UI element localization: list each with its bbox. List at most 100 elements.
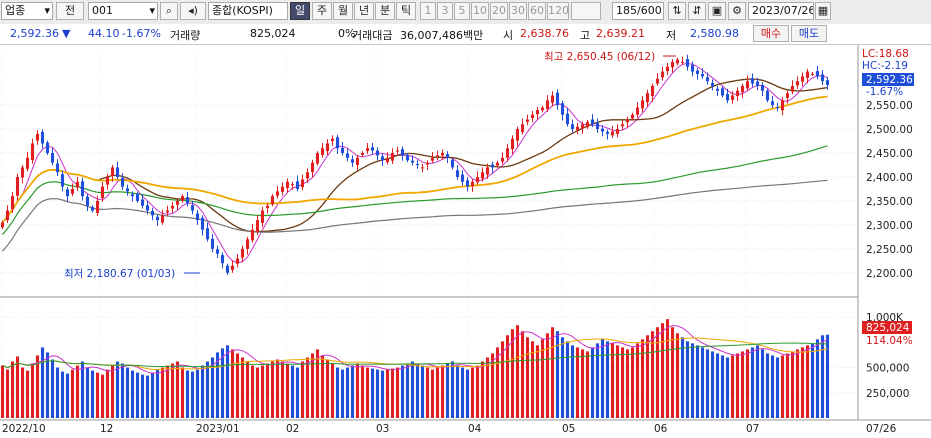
candle-body xyxy=(690,64,695,72)
candle-body xyxy=(365,148,370,152)
volume-bar xyxy=(255,367,260,418)
volume-bar xyxy=(190,371,195,418)
candle-body xyxy=(590,119,595,125)
amount-value: 36,007,486백만 xyxy=(400,29,484,42)
interval-10[interactable]: 10 xyxy=(471,2,489,20)
interval-custom[interactable] xyxy=(571,2,601,20)
date-input[interactable]: 2023/07/26 xyxy=(748,2,814,20)
candle-body xyxy=(275,191,280,196)
chevron-down-icon: ▾ xyxy=(44,4,50,17)
tab-minute[interactable]: 분 xyxy=(375,2,395,20)
volume-bar xyxy=(170,363,175,418)
volume-bar xyxy=(135,372,140,418)
candle-body xyxy=(560,103,565,115)
volume-bar xyxy=(60,371,65,418)
volume-bar xyxy=(810,343,815,418)
volume-bar xyxy=(515,325,520,418)
volume-bar xyxy=(540,339,545,418)
tab-tick[interactable]: 틱 xyxy=(396,2,416,20)
candle-body xyxy=(580,124,585,129)
buy-button[interactable]: 매수 xyxy=(753,25,789,42)
volume-pct-label: 114.04% xyxy=(866,335,913,347)
candle-body xyxy=(710,83,715,86)
compare-icon[interactable]: ⇅ xyxy=(668,2,686,20)
tab-yearly[interactable]: 년 xyxy=(354,2,374,20)
save-icon[interactable]: ▣ xyxy=(708,2,726,20)
volume-bar xyxy=(425,367,430,418)
scale-icon[interactable]: ⇵ xyxy=(688,2,706,20)
volume-bar xyxy=(140,374,145,418)
volume-bar xyxy=(345,367,350,418)
volume-bar xyxy=(40,347,45,418)
jeon-button[interactable]: 전 xyxy=(56,2,84,20)
volume-bar xyxy=(405,363,410,418)
candle-body xyxy=(300,179,305,188)
calendar-icon[interactable]: ▦ xyxy=(815,2,831,20)
volume-bar xyxy=(15,356,20,418)
price-tick-label: 2,250.00 xyxy=(866,244,913,256)
candle-body xyxy=(395,150,400,152)
code-input-value: 001 xyxy=(92,4,113,17)
volume-bar xyxy=(270,361,275,418)
candle-body xyxy=(20,167,25,178)
volume-bar xyxy=(560,337,565,418)
tab-monthly[interactable]: 월 xyxy=(333,2,353,20)
interval-120[interactable]: 120 xyxy=(547,2,569,20)
volume-bar xyxy=(5,369,10,418)
tab-weekly[interactable]: 주 xyxy=(312,2,332,20)
volume-bar xyxy=(530,341,535,418)
sell-button[interactable]: 매도 xyxy=(791,25,827,42)
date-tick-label: 12 xyxy=(100,423,113,435)
candle-body xyxy=(40,131,45,144)
code-input[interactable]: 001 ▾ xyxy=(88,2,158,20)
interval-3[interactable]: 3 xyxy=(437,2,453,20)
speaker-icon[interactable]: ◂) xyxy=(180,2,206,20)
market-select[interactable]: 업종 ▾ xyxy=(1,2,53,20)
volume-bar xyxy=(575,347,580,418)
candle-body xyxy=(760,84,765,91)
candle-body xyxy=(585,121,590,128)
candle-body xyxy=(250,229,255,241)
volume-bar xyxy=(570,345,575,418)
candle-body xyxy=(575,126,580,131)
tab-daily[interactable]: 일 xyxy=(290,2,310,20)
volume-bar xyxy=(645,335,650,418)
candle-body xyxy=(190,205,195,211)
volume-bar xyxy=(720,355,725,418)
candle-body xyxy=(740,85,745,93)
volume-bar xyxy=(590,347,595,418)
candle-body xyxy=(625,119,630,123)
interval-1[interactable]: 1 xyxy=(420,2,436,20)
candle-body xyxy=(220,255,225,264)
candle-body xyxy=(765,90,770,101)
candle-body xyxy=(5,210,10,221)
candle-body xyxy=(270,196,275,205)
candle-body xyxy=(495,162,500,166)
interval-60[interactable]: 60 xyxy=(528,2,546,20)
search-icon[interactable]: ⌕ xyxy=(160,2,178,20)
price-tick-label: 2,400.00 xyxy=(866,172,913,184)
interval-30[interactable]: 30 xyxy=(509,2,527,20)
price-tick-label: 2,550.00 xyxy=(866,100,913,112)
volume-bar xyxy=(180,367,185,418)
volume-bar xyxy=(305,357,310,418)
gear-icon[interactable]: ⚙ xyxy=(728,2,746,20)
volume-bar xyxy=(100,374,105,418)
candle-body xyxy=(10,196,15,210)
interval-20[interactable]: 20 xyxy=(490,2,508,20)
low-annotation: 최저 2,180.67 (01/03) xyxy=(64,268,175,280)
volume-bar xyxy=(330,363,335,418)
price-tick-label: 2,350.00 xyxy=(866,196,913,208)
volume-bar xyxy=(350,365,355,418)
candle-body xyxy=(645,93,650,103)
volume-bar xyxy=(670,327,675,418)
volume-bar xyxy=(475,365,480,418)
date-axis: 2022/10 12 2023/01 02 03 04 05 06 07 07/26 xyxy=(2,423,897,435)
candle-body xyxy=(245,239,250,249)
interval-5[interactable]: 5 xyxy=(454,2,470,20)
candle-body xyxy=(155,216,160,221)
candle-body xyxy=(465,180,470,187)
volume-value-box xyxy=(862,321,912,334)
date-tick-label: 02 xyxy=(286,423,299,435)
